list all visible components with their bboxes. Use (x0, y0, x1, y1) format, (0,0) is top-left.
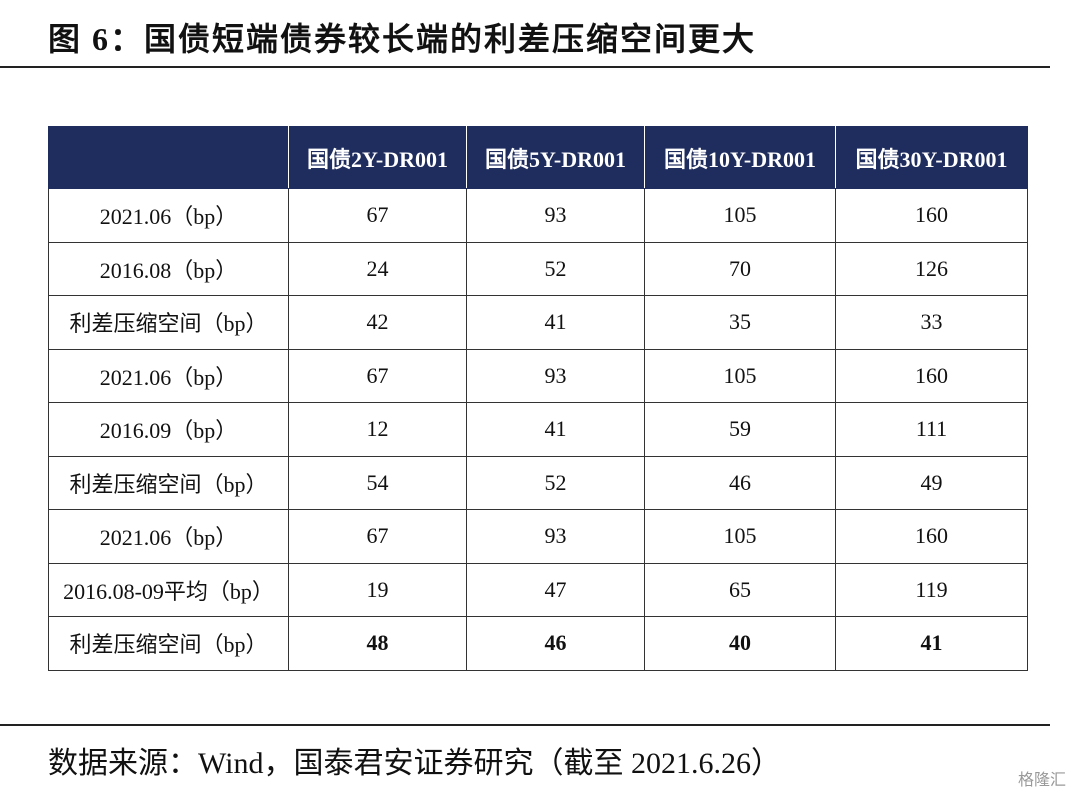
column-header: 国债2Y-DR001 (288, 126, 467, 189)
cell: 160 (835, 188, 1028, 243)
table-body: 2021.06（bp） 67 93 105 160 2016.08（bp） 24 52 70 12… (48, 188, 1028, 671)
column-header: 国债5Y-DR001 (466, 126, 645, 189)
rule (0, 724, 1050, 726)
title: 图 6：国债短端债券较长端的利差压缩空间更大 (48, 21, 757, 57)
cell: 111 (835, 402, 1028, 457)
cell: 67 (288, 188, 467, 243)
row-label: 2021.06（bp） (48, 348, 289, 403)
table-row: 2016.08-09平均（bp） 19 47 65 119 (48, 562, 1028, 617)
cell: 24 (288, 241, 467, 296)
cell: 40 (644, 616, 836, 671)
cell: 67 (288, 348, 467, 403)
column-header: 国债10Y-DR001 (644, 126, 836, 189)
cell: 46 (466, 616, 645, 671)
table-row: 利差压缩空间（bp） 42 41 35 33 (48, 295, 1028, 350)
row-label: 利差压缩空间（bp） (48, 455, 289, 510)
row-label: 2016.09（bp） (48, 402, 289, 457)
source: 数据来源：Wind，国泰君安证券研究（截至 2021.6.26） (48, 747, 781, 780)
header-row: 国债2Y-DR001 国债5Y-DR001 国债10Y-DR001 国债30Y-DR0… (48, 126, 1028, 189)
row-label: 2016.08（bp） (48, 241, 289, 296)
table-row: 利差压缩空间（bp） 54 52 46 49 (48, 455, 1028, 510)
cell: 70 (644, 241, 836, 296)
cell: 160 (835, 348, 1028, 403)
cell: 48 (288, 616, 467, 671)
row-label: 利差压缩空间（bp） (48, 295, 289, 350)
cell: 41 (466, 295, 645, 350)
table: 国债2Y-DR001 国债5Y-DR001 国债10Y-DR001 国债30Y-DR0… (48, 126, 1028, 671)
cell: 160 (835, 509, 1028, 564)
cell: 47 (466, 562, 645, 617)
cell: 126 (835, 241, 1028, 296)
cell: 93 (466, 188, 645, 243)
cell: 54 (288, 455, 467, 510)
cell: 105 (644, 509, 836, 564)
cell: 35 (644, 295, 836, 350)
cell: 41 (466, 402, 645, 457)
watermark: 格隆汇 (1017, 770, 1066, 789)
row-label: 2021.06（bp） (48, 188, 289, 243)
cell: 46 (644, 455, 836, 510)
cell: 42 (288, 295, 467, 350)
cell: 119 (835, 562, 1028, 617)
table-row: 利差压缩空间（bp） 48 46 40 41 (48, 616, 1028, 671)
cell: 59 (644, 402, 836, 457)
cell: 105 (644, 188, 836, 243)
cell: 12 (288, 402, 467, 457)
cell: 52 (466, 455, 645, 510)
cell: 19 (288, 562, 467, 617)
table-row: 2016.09（bp） 12 41 59 111 (48, 402, 1028, 457)
row-label: 2016.08-09平均（bp） (48, 562, 289, 617)
table-row: 2021.06（bp） 67 93 105 160 (48, 509, 1028, 564)
row-label: 2021.06（bp） (48, 509, 289, 564)
row-label: 利差压缩空间（bp） (48, 616, 289, 671)
cell: 41 (835, 616, 1028, 671)
table-row: 2021.06（bp） 67 93 105 160 (48, 188, 1028, 243)
cell: 49 (835, 455, 1028, 510)
cell: 52 (466, 241, 645, 296)
cell: 105 (644, 348, 836, 403)
table-row: 2021.06（bp） 67 93 105 160 (48, 348, 1028, 403)
column-header: 国债30Y-DR001 (835, 126, 1028, 189)
cell: 93 (466, 509, 645, 564)
cell: 65 (644, 562, 836, 617)
rule (0, 66, 1050, 68)
cell: 67 (288, 509, 467, 564)
cell: 33 (835, 295, 1028, 350)
column-header (48, 126, 289, 189)
cell: 93 (466, 348, 645, 403)
table-row: 2016.08（bp） 24 52 70 126 (48, 241, 1028, 296)
